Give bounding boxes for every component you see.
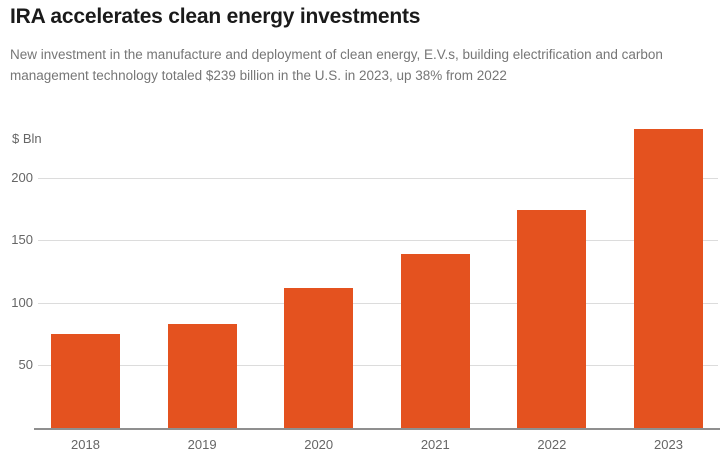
gridline-100 bbox=[38, 302, 718, 304]
gridline-150 bbox=[38, 240, 718, 242]
x-axis-baseline bbox=[34, 428, 720, 430]
bar-2020 bbox=[284, 287, 354, 428]
bar-2018 bbox=[51, 334, 120, 428]
chart-subtitle-line-1: New investment in the manufacture and de… bbox=[10, 47, 663, 62]
x-axis-label-2021: 2021 bbox=[420, 437, 450, 452]
bar-2021 bbox=[400, 254, 470, 428]
y-tick-label-50: 50 bbox=[18, 357, 33, 373]
chart-title: IRA accelerates clean energy investments bbox=[10, 5, 421, 28]
bar-2022 bbox=[517, 210, 587, 428]
chart-subtitle-line-2: management technology totaled $239 billi… bbox=[10, 68, 507, 83]
x-axis-label-2022: 2022 bbox=[537, 437, 567, 452]
x-axis-label-2023: 2023 bbox=[654, 437, 683, 452]
gridline-50 bbox=[38, 365, 718, 367]
y-tick-label-150: 150 bbox=[11, 232, 33, 248]
x-axis-label-2020: 2020 bbox=[304, 437, 334, 452]
x-axis-label-2018: 2018 bbox=[71, 437, 100, 452]
y-tick-label-100: 100 bbox=[11, 294, 33, 310]
y-axis-unit-label: $ Bln bbox=[12, 131, 42, 146]
x-axis-label-2019: 2019 bbox=[187, 437, 217, 452]
bar-2023 bbox=[634, 128, 703, 428]
bar-2019 bbox=[167, 324, 237, 428]
gridline-200 bbox=[38, 177, 718, 179]
chart-subtitle: New investment in the manufacture and de… bbox=[10, 44, 720, 86]
y-tick-label-200: 200 bbox=[11, 169, 33, 185]
